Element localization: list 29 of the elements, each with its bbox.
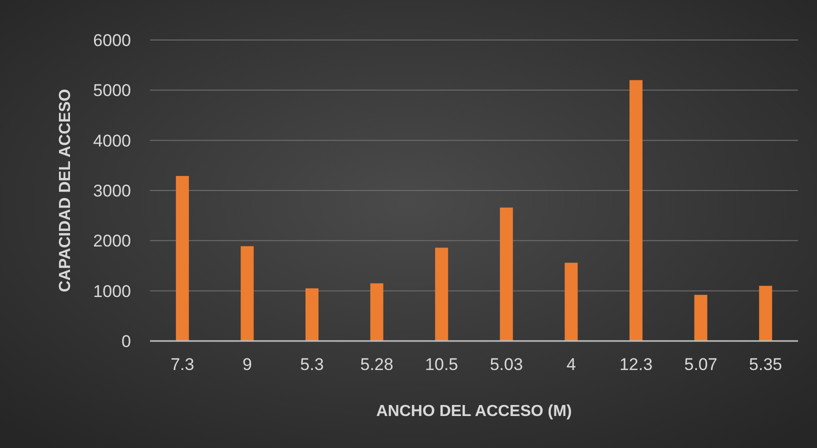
bar (500, 208, 513, 341)
bar (435, 248, 448, 341)
y-tick-label: 0 (122, 332, 131, 351)
y-tick-label: 6000 (93, 30, 131, 50)
bar (694, 294, 708, 341)
y-tick-label: 4000 (93, 131, 131, 150)
y-tick-label: 3000 (93, 181, 131, 200)
x-tick-label: 5.03 (490, 355, 523, 374)
x-axis-title: ANCHO DEL ACCESO (M) (376, 403, 572, 420)
bar (630, 80, 642, 341)
x-tick-label: 5.07 (684, 355, 718, 374)
x-tick-label: 4 (566, 355, 576, 374)
bar (370, 283, 384, 341)
x-tick-label: 5.35 (749, 355, 782, 374)
bar (564, 262, 578, 341)
bar (759, 286, 772, 341)
x-tick-label: 7.3 (170, 355, 194, 374)
x-tick-label: 5.28 (360, 355, 394, 374)
bar (240, 246, 254, 341)
y-tick-label: 1000 (93, 282, 131, 301)
x-tick-label: 9 (242, 355, 252, 374)
bar (306, 288, 318, 341)
bar (176, 176, 189, 341)
y-axis-title: CAPACIDAD DEL ACCESO (57, 88, 74, 292)
y-tick-label: 2000 (93, 232, 131, 251)
x-tick-label: 10.5 (425, 355, 458, 374)
x-tick-label: 5.3 (300, 355, 324, 374)
y-tick-label: 5000 (93, 81, 131, 100)
x-tick-label: 12.3 (619, 355, 653, 374)
